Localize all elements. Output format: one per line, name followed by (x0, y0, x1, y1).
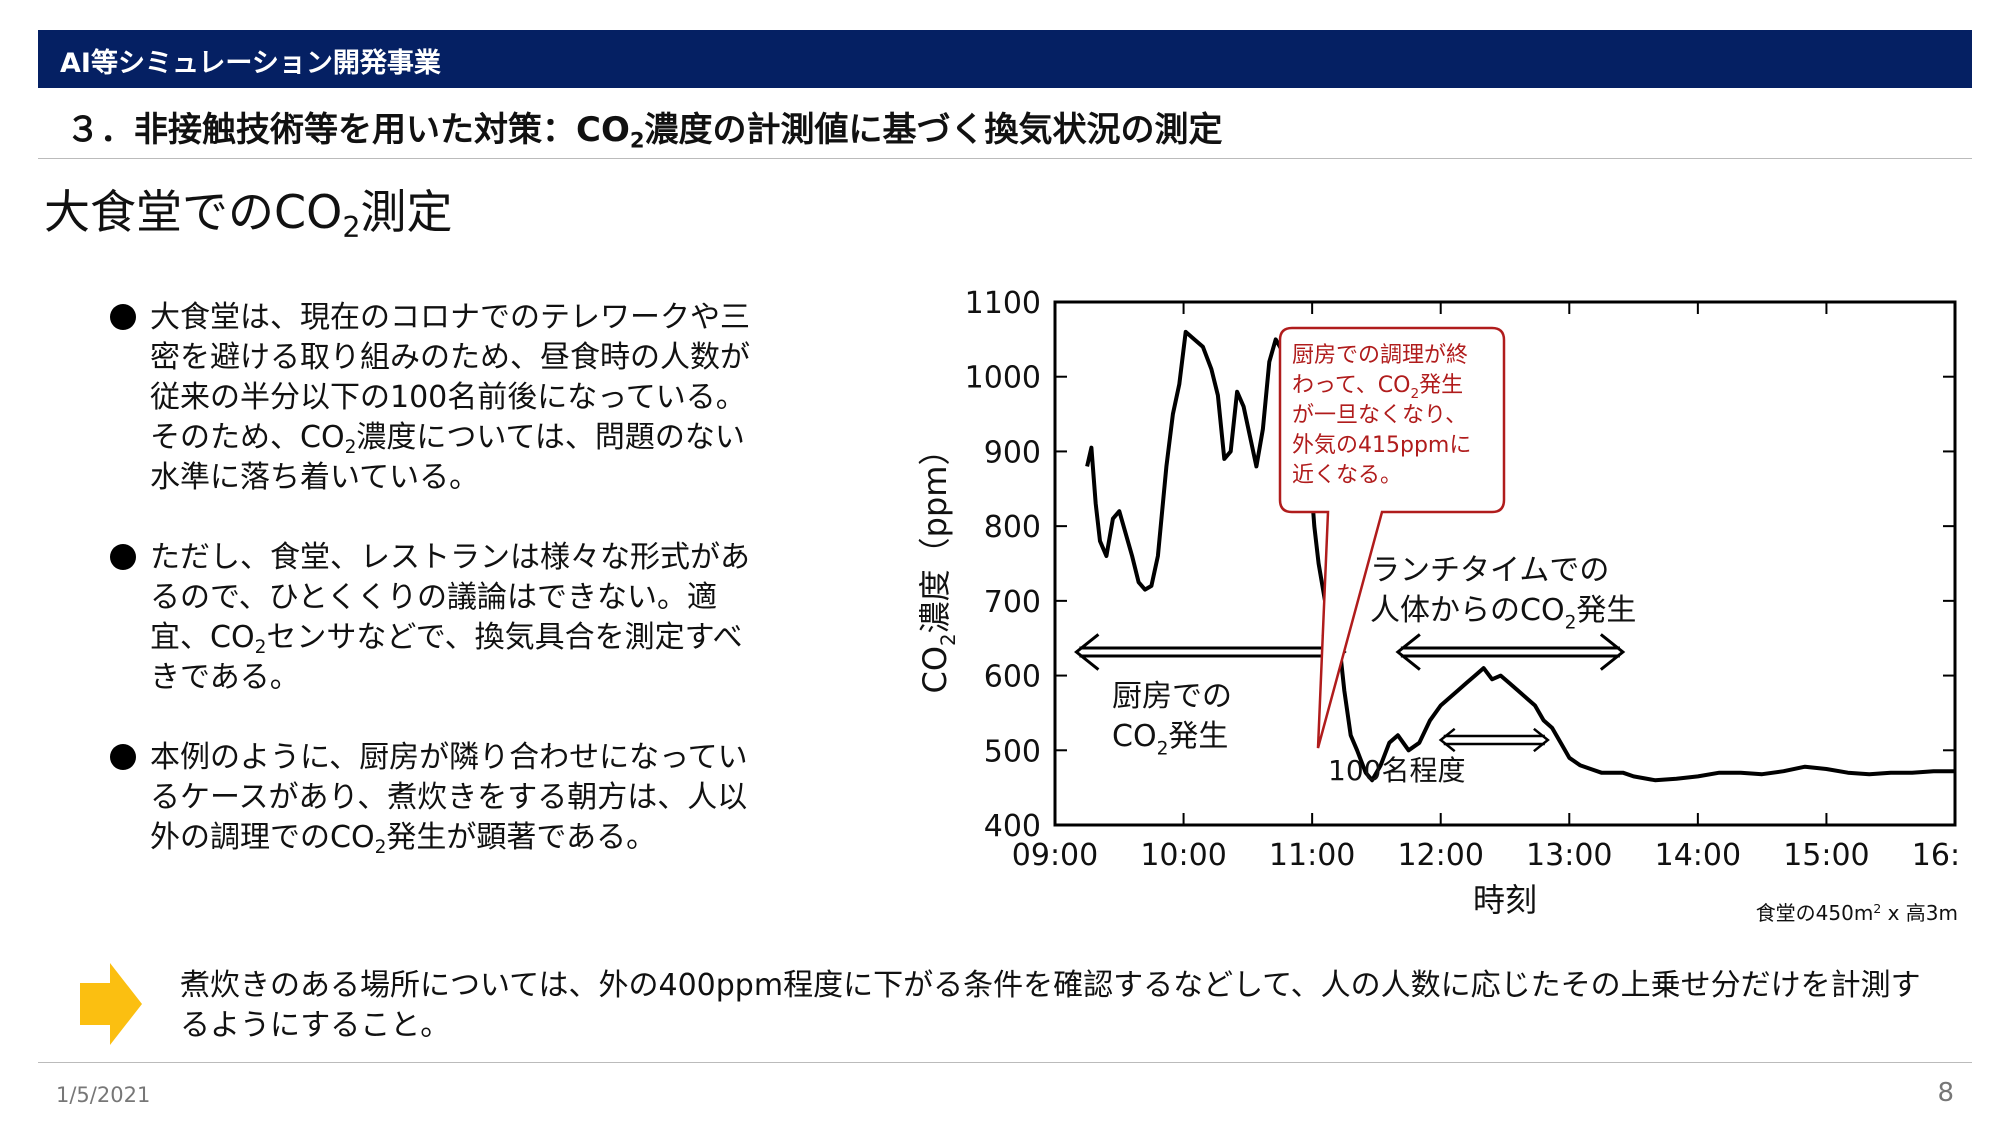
conclusion-arrow-icon (80, 963, 142, 1045)
kitchen-co2-annotation: CO2発生 (1112, 719, 1228, 759)
page-number: 8 (1937, 1078, 1954, 1108)
callout-text: 外気の415ppmに (1292, 433, 1471, 458)
subtitle-text-pre: ３．非接触技術等を用いた対策：CO (66, 110, 630, 150)
y-tick-label: 1000 (965, 361, 1041, 396)
conclusion-arrow-shape (80, 963, 142, 1045)
x-tick-label: 16:00 (1912, 838, 1960, 873)
bullet-subscript: 2 (254, 636, 267, 658)
lunch-period-arrow-head (1599, 633, 1626, 671)
x-tick-label: 11:00 (1269, 838, 1355, 873)
bullet-dot-icon (110, 304, 136, 330)
bullet-dot-icon (110, 744, 136, 770)
slide-title-pre: 大食堂でのCO (44, 185, 343, 239)
people-count-arrow-head (1438, 727, 1456, 753)
x-tick-label: 09:00 (1012, 838, 1098, 873)
y-tick-label: 400 (984, 809, 1041, 844)
lunch-period-arrow-head (1395, 633, 1421, 671)
bullet-text-post: センサなどで、換気具合を測定すべきである。 (150, 620, 743, 695)
y-tick-label: 700 (984, 585, 1041, 620)
lunch-co2-annotation: 人体からのCO2発生 (1370, 593, 1636, 633)
co2-line-chart: 400 500 600 700 800 900 1000 1100 09:00 10:00 11:0… (916, 286, 1960, 925)
bullet-text-pre: 大食堂は、現在のコロナでのテレワークや三密を避ける取り組みのため、昼食時の人数が… (150, 300, 750, 455)
series-line (1085, 329, 1955, 783)
bullet-text-post: 発生が顕著である。 (386, 820, 657, 855)
subtitle-subscript: 2 (629, 127, 645, 153)
conclusion-text: 煮炊きのある場所については、外の400ppm程度に下がる条件を確認するなどして、… (180, 968, 1921, 1043)
bullet-list: 大食堂は、現在のコロナでのテレワークや三密を避ける取り組みのため、昼食時の人数が… (110, 298, 770, 898)
slide-title-post: 測定 (360, 185, 453, 239)
callout-text: 厨房での調理が終 (1292, 343, 1468, 368)
header-banner: AI等シミュレーション開発事業 (38, 30, 1972, 88)
people-count-annotation: 100名程度 (1328, 754, 1465, 787)
plot-frame (1053, 300, 1957, 827)
lunch-co2-annotation: ランチタイムでの (1370, 553, 1609, 588)
bullet-text-pre: ただし、食堂、レストランは様々な形式があるので、ひとくくりの議論はできない。適宜… (150, 540, 750, 655)
callout-box (1278, 326, 1506, 749)
people-count-arrow-head (1533, 727, 1550, 753)
x-tick-label: 15:00 (1783, 838, 1869, 873)
x-tick-label: 12:00 (1397, 838, 1483, 873)
bullet-item: ただし、食堂、レストランは様々な形式があるので、ひとくくりの議論はできない。適宜… (110, 538, 770, 698)
x-tick-label: 10:00 (1140, 838, 1226, 873)
y-axis-label: CO2濃度（ppm） (916, 434, 960, 694)
section-subtitle: ３．非接触技術等を用いた対策：CO2濃度の計測値に基づく換気状況の測定 (66, 102, 1223, 151)
callout-text: 近くなる。 (1292, 463, 1402, 488)
bullet-dot-icon (110, 544, 136, 570)
slide-title-subscript: 2 (342, 211, 361, 245)
header-divider (38, 158, 1972, 159)
kitchen-co2-annotation: 厨房での (1112, 679, 1232, 714)
x-tick-label: 14:00 (1655, 838, 1741, 873)
bullet-text-pre: 本例のように、厨房が隣り合わせになっているケースがあり、煮炊きをする朝方は、人以… (150, 740, 748, 855)
y-tick-label: 500 (984, 734, 1041, 769)
x-tick-label: 13:00 (1526, 838, 1612, 873)
bullet-item: 大食堂は、現在のコロナでのテレワークや三密を避ける取り組みのため、昼食時の人数が… (110, 298, 770, 498)
callout-text: わって、CO2発生 (1292, 373, 1463, 402)
y-tick-label: 900 (984, 435, 1041, 470)
bullet-item: 本例のように、厨房が隣り合わせになっているケースがあり、煮炊きをする朝方は、人以… (110, 738, 770, 858)
banner-title: AI等シミュレーション開発事業 (60, 48, 441, 79)
subtitle-text-post: 濃度の計測値に基づく換気状況の測定 (644, 110, 1223, 150)
y-tick-label: 800 (984, 510, 1041, 545)
y-tick-label: 600 (984, 660, 1041, 695)
bullet-subscript: 2 (374, 836, 387, 858)
bullet-subscript: 2 (344, 436, 357, 458)
footer-divider (38, 1062, 1972, 1063)
bullet-text-post: 濃度については、問題のない水準に落ち着いている。 (150, 420, 745, 495)
y-tick-label: 1100 (965, 286, 1041, 321)
kitchen-period-arrow-head (1074, 633, 1100, 671)
footer-date: 1/5/2021 (56, 1083, 151, 1107)
floor-area-note: 食堂の450m2 x 高3m (1756, 901, 1958, 925)
callout-text: が一旦なくなり、 (1292, 403, 1467, 428)
x-axis-label: 時刻 (1473, 881, 1537, 919)
slide-title: 大食堂でのCO2測定 (44, 176, 452, 242)
